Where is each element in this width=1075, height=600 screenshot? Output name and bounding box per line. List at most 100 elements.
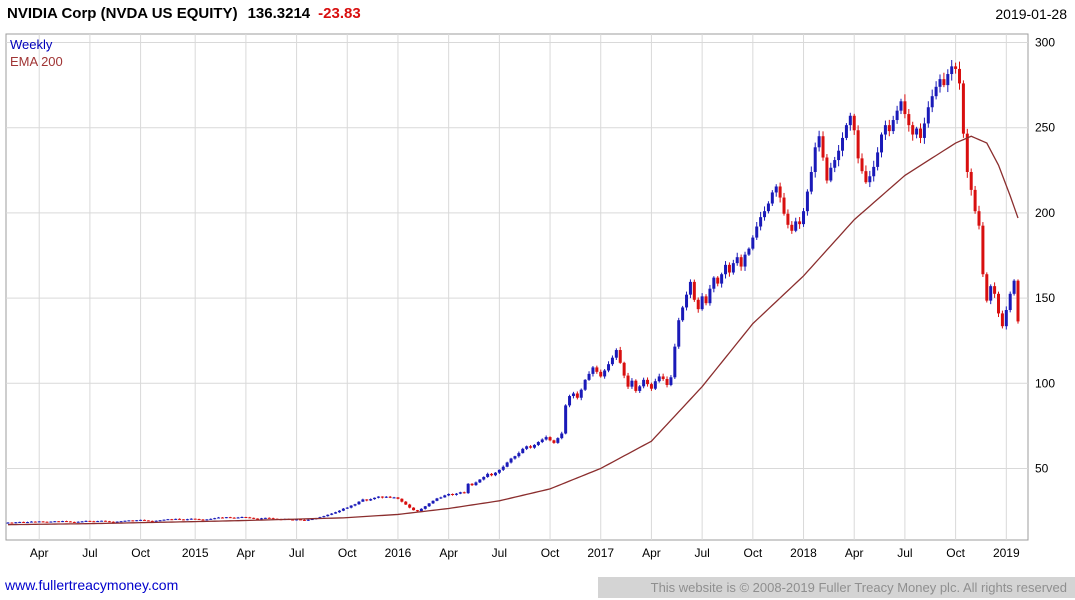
x-tick-label: Apr	[439, 546, 458, 560]
candle-body	[68, 521, 72, 523]
candle-body	[755, 226, 759, 238]
candle-body	[540, 439, 544, 443]
candle-body	[80, 521, 84, 523]
candle-body	[185, 519, 189, 521]
candle-body	[883, 125, 887, 135]
candle-body	[930, 96, 934, 108]
candle-body	[880, 134, 884, 153]
candle-body	[922, 123, 926, 138]
candle-body	[844, 125, 848, 138]
candle-body	[841, 137, 845, 151]
candle-body	[263, 517, 267, 519]
title-block: NVIDIA Corp (NVDA US EQUITY) 136.3214 -23.…	[7, 5, 361, 22]
candle-body	[1012, 280, 1016, 294]
website-link[interactable]: www.fullertreacymoney.com	[5, 577, 179, 593]
candle-body	[334, 512, 338, 514]
candle-body	[454, 493, 458, 495]
chart-header: NVIDIA Corp (NVDA US EQUITY) 136.3214 -23.…	[0, 0, 1075, 28]
candle-body	[817, 136, 821, 148]
candle-body	[252, 517, 256, 519]
candle-body	[685, 294, 689, 308]
candle-body	[497, 469, 501, 473]
candle-body	[778, 186, 782, 198]
candle-body	[595, 367, 599, 372]
candle-body	[548, 437, 552, 441]
candle-body	[232, 517, 236, 519]
candle-body	[782, 197, 786, 214]
candle-body	[322, 516, 326, 518]
candle-body	[525, 446, 529, 449]
candle-body	[170, 519, 174, 521]
candle-body	[958, 68, 962, 84]
candle-body	[150, 520, 154, 522]
candle-body	[400, 498, 404, 502]
ema-200-line	[7, 135, 1019, 526]
candle-body	[119, 521, 123, 523]
candle-body	[743, 254, 747, 267]
x-tick-label: Oct	[338, 546, 357, 560]
candle-body	[123, 520, 127, 522]
candle-body	[618, 350, 622, 363]
candle-body	[33, 521, 37, 523]
candle-body	[739, 257, 743, 267]
candle-body	[942, 79, 946, 86]
candle-body	[197, 519, 201, 521]
candle-body	[158, 520, 162, 522]
candle-body	[474, 482, 478, 486]
candle-body	[860, 158, 864, 172]
y-tick-label: 100	[1035, 376, 1055, 390]
candle-body	[349, 505, 353, 508]
candle-body	[131, 520, 135, 522]
candle-body	[326, 514, 330, 517]
candle-body	[369, 499, 373, 501]
candle-body	[716, 277, 720, 284]
candle-body	[509, 458, 513, 463]
candle-body	[864, 171, 868, 183]
candle-body	[735, 257, 739, 264]
x-tick-label: Apr	[845, 546, 864, 560]
candle-body	[911, 125, 915, 135]
candle-body	[220, 517, 224, 519]
candle-body	[926, 107, 930, 124]
candle-body	[154, 520, 158, 522]
candle-body	[720, 274, 724, 284]
candle-body	[458, 492, 462, 494]
candle-body	[681, 307, 685, 321]
candle-body	[127, 520, 131, 522]
candle-body	[380, 496, 384, 498]
candle-body	[365, 499, 369, 501]
candle-body	[564, 405, 568, 434]
x-tick-label: Apr	[30, 546, 49, 560]
copyright-bar: This website is © 2008-2019 Fuller Treac…	[598, 577, 1075, 598]
candle-body	[809, 172, 813, 192]
candle-body	[29, 521, 33, 523]
candle-body	[997, 293, 1001, 314]
candle-body	[462, 492, 466, 494]
candle-body	[345, 507, 349, 509]
candle-body	[337, 510, 341, 513]
legend-weekly: Weekly	[10, 37, 53, 52]
candle-body	[1008, 293, 1012, 310]
candle-body	[384, 496, 388, 498]
candle-body	[341, 508, 345, 511]
candle-body	[256, 518, 260, 520]
candle-body	[532, 444, 536, 448]
candle-body	[162, 519, 166, 521]
candle-body	[802, 211, 806, 225]
candle-body	[731, 263, 735, 273]
page-title: NVIDIA Corp (NVDA US EQUITY)	[7, 5, 238, 22]
y-tick-label: 150	[1035, 291, 1055, 305]
candle-body	[100, 520, 104, 522]
candle-body	[45, 521, 49, 523]
candle-body	[977, 211, 981, 226]
chart-date: 2019-01-28	[995, 6, 1067, 22]
candle-body	[92, 521, 96, 523]
candle-body	[614, 350, 618, 358]
price-change: -23.83	[318, 5, 361, 22]
candle-body	[291, 519, 295, 521]
candle-body	[833, 160, 837, 168]
candle-body	[786, 213, 790, 225]
candle-body	[665, 379, 669, 385]
candle-body	[49, 521, 53, 523]
candle-body	[72, 521, 76, 523]
